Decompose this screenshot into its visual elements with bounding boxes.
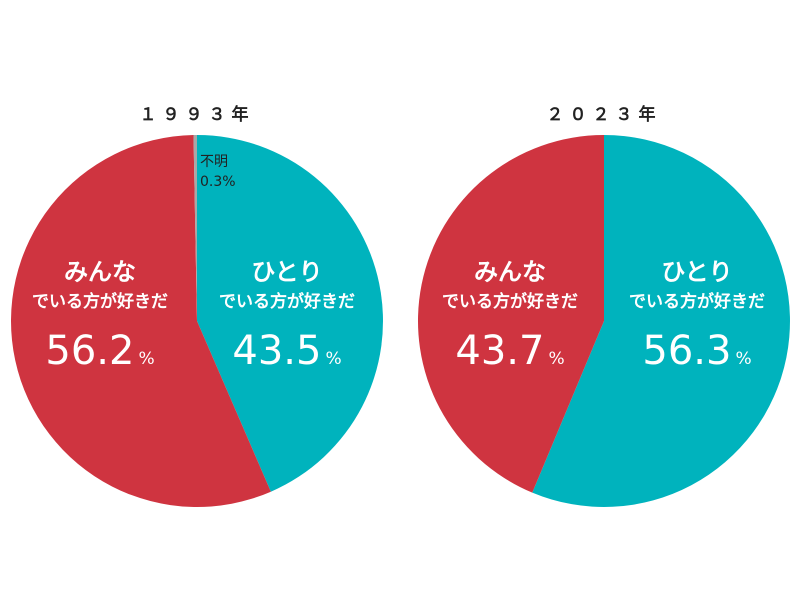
chart-title-2023: ２０２３年 [547, 104, 662, 125]
slice-label-1993-hitori: ひとり でいる方が好きだ 43.5% [219, 258, 355, 374]
pie-slice-2023-hitori [532, 135, 790, 507]
pie-slice-1993-unknown [193, 134, 197, 321]
chart-title-1993: １９９３年 [140, 104, 255, 125]
slice-number-2023-minna: 43.7 [455, 328, 544, 374]
slice-number-2023-hitori: 56.3 [642, 328, 731, 374]
slice-head-2023-hitori: ひとり [661, 258, 732, 286]
slice-number-1993-hitori: 43.5 [232, 328, 321, 374]
slice-unit-2023-minna: % [548, 349, 564, 369]
slice-unit-1993-minna: % [138, 349, 154, 369]
slice-value-1993-unknown: 0.3% [200, 174, 236, 190]
slice-unit-1993-unknown: % [222, 174, 235, 190]
pie-chart-2023: ２０２３年 みんな でいる方が好きだ 43.7% ひとり でいる方が好きだ 56… [417, 104, 790, 507]
slice-number-1993-unknown: 0.3 [200, 174, 222, 190]
slice-value-1993-minna: 56.2% [45, 328, 154, 374]
slice-sub-2023-hitori: でいる方が好きだ [629, 291, 765, 312]
pie-slice-2023-minna [417, 135, 604, 493]
slice-unit-1993-hitori: % [325, 349, 341, 369]
slice-value-2023-hitori: 56.3% [642, 328, 751, 374]
slice-head-1993-hitori: ひとり [251, 258, 322, 286]
pie-slice-1993-minna [11, 135, 271, 507]
slice-sub-1993-minna: でいる方が好きだ [32, 291, 168, 312]
pie-slice-1993-hitori [197, 135, 383, 492]
pie-slices-1993 [11, 134, 383, 507]
slice-head-2023-minna: みんな [474, 258, 546, 286]
slice-value-1993-hitori: 43.5% [232, 328, 341, 374]
slice-sub-2023-minna: でいる方が好きだ [442, 291, 578, 312]
slice-head-1993-unknown: 不明 [200, 154, 228, 170]
slice-label-2023-minna: みんな でいる方が好きだ 43.7% [442, 258, 578, 374]
slice-sub-1993-hitori: でいる方が好きだ [219, 291, 355, 312]
slice-value-2023-minna: 43.7% [455, 328, 564, 374]
pie-slices-2023 [417, 135, 790, 507]
slice-label-1993-minna: みんな でいる方が好きだ 56.2% [32, 258, 168, 374]
slice-number-1993-minna: 56.2 [45, 328, 134, 374]
slice-unit-2023-hitori: % [735, 349, 751, 369]
slice-label-1993-unknown: 不明 0.3% [200, 154, 236, 190]
slice-label-2023-hitori: ひとり でいる方が好きだ 56.3% [629, 258, 765, 374]
slice-head-1993-minna: みんな [64, 258, 136, 286]
pie-chart-1993: １９９３年 みんな でいる方が好きだ 56.2% ひとり でいる方が好きだ 43… [11, 104, 383, 507]
